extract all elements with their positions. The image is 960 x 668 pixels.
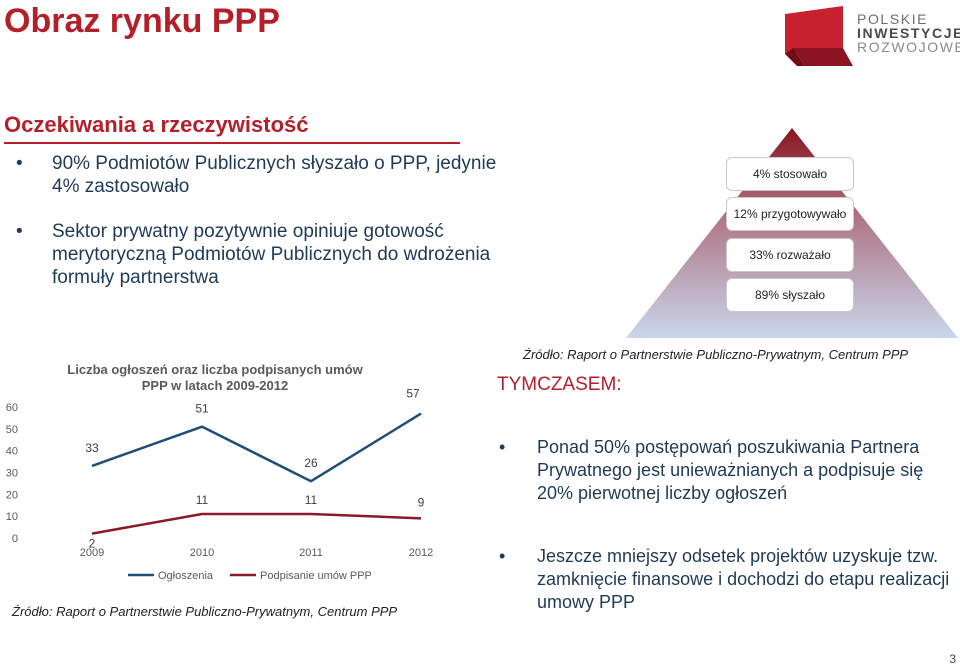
data-label: 26 [304, 456, 318, 470]
data-label: 57 [406, 387, 420, 401]
right-source: Źródło: Raport o Partnerstwie Publiczno-… [523, 347, 909, 362]
y-tick-label: 20 [6, 489, 18, 501]
pyramid-graphic [626, 128, 958, 338]
data-label: 33 [85, 441, 99, 455]
logo-mark-icon [785, 6, 853, 66]
logo: POLSKIE INWESTYCJE ROZWOJOWE [783, 4, 960, 66]
x-tick-label: 2010 [190, 547, 214, 559]
logo-text: POLSKIE INWESTYCJE ROZWOJOWE [857, 11, 960, 55]
pyramid-level-3: 33% rozważało [726, 238, 854, 272]
y-tick-label: 30 [6, 468, 18, 480]
slide-title: Obraz rynku PPP [4, 2, 280, 40]
tymczasem-label: TYMCZASEM: [497, 374, 622, 395]
data-label: 51 [195, 402, 209, 416]
pyramid-level-4: 89% słyszało [726, 278, 854, 312]
pyramid-level-1: 4% stosowało [726, 157, 854, 191]
data-label: 11 [305, 493, 318, 507]
section-underline [4, 142, 460, 144]
y-tick-label: 40 [6, 446, 18, 458]
legend-label-1: Ogłoszenia [158, 570, 214, 582]
right-bullet-list: Ponad 50% postępowań poszukiwania Partne… [498, 436, 958, 654]
line-chart: 0 10 20 30 40 50 60 2009 2010 2011 2012 33 51 26 57 2 11… [6, 387, 433, 582]
page-number: 3 [949, 652, 956, 666]
right-bullet-1: Ponad 50% postępowań poszukiwania Partne… [498, 436, 958, 505]
data-label: 2 [89, 537, 96, 551]
left-bullet-2: Sektor prywatny pozytywnie opiniuje goto… [14, 220, 514, 289]
x-tick-label: 2011 [299, 547, 323, 559]
section-heading: Oczekiwania a rzeczywistość [4, 112, 309, 137]
pyramid-level-2: 12% przygotowywało [726, 197, 854, 231]
data-label: 9 [418, 495, 425, 509]
y-tick-label: 60 [6, 402, 18, 414]
y-tick-label: 0 [12, 533, 18, 545]
series-line-1 [91, 412, 422, 483]
x-tick-label: 2012 [409, 547, 433, 559]
chart-source: Źródło: Raport o Partnerstwie Publiczno-… [12, 604, 398, 619]
x-tick-label: 2009 [80, 547, 104, 559]
y-tick-label: 10 [6, 511, 18, 523]
right-bullet-2: Jeszcze mniejszy odsetek projektów uzysk… [498, 545, 958, 614]
data-label: 11 [196, 493, 209, 507]
y-tick-label: 50 [6, 424, 18, 436]
series-line-2 [91, 512, 422, 535]
left-bullet-list: 90% Podmiotów Publicznych słyszało o PPP… [14, 152, 514, 311]
legend-label-2: Podpisanie umów PPP [260, 570, 372, 582]
chart-title: Liczba ogłoszeń oraz liczba podpisanych … [67, 362, 363, 393]
left-bullet-1: 90% Podmiotów Publicznych słyszało o PPP… [14, 152, 514, 198]
